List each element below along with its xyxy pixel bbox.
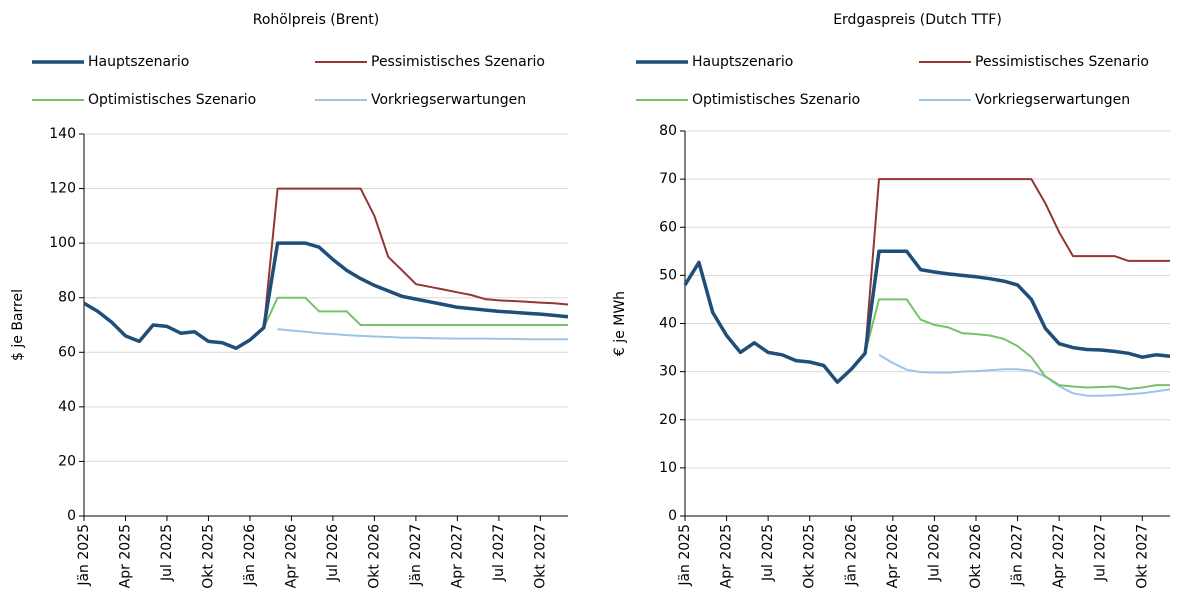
x-tick-label: Jän 2026: [242, 524, 258, 587]
y-tick-label: 50: [659, 267, 677, 283]
x-tick-label: Jul 2025: [760, 524, 776, 582]
x-tick-label: Apr 2027: [449, 524, 465, 588]
y-tick-label: 80: [58, 290, 76, 306]
y-tick-label: 30: [659, 364, 677, 380]
legend-label: Vorkriegserwartungen: [975, 92, 1130, 108]
y-tick-label: 40: [58, 399, 76, 415]
y-tick-label: 20: [659, 412, 677, 428]
series-line: [864, 178, 1170, 354]
y-tick-label: 120: [49, 181, 76, 197]
chart-title: Rohölpreis (Brent): [253, 12, 380, 28]
legend-label: Vorkriegserwartungen: [371, 92, 526, 108]
y-axis-label: $ je Barrel: [10, 289, 26, 361]
x-tick-label: Apr 2025: [117, 524, 133, 588]
y-tick-label: 60: [58, 344, 76, 360]
legend-label: Pessimistisches Szenario: [371, 54, 545, 70]
chart-title: Erdgaspreis (Dutch TTF): [833, 12, 1002, 28]
x-tick-label: Apr 2026: [283, 524, 299, 588]
series-line: [683, 249, 1171, 384]
x-tick-label: Jän 2027: [1010, 524, 1026, 587]
x-tick-label: Jän 2025: [76, 524, 92, 587]
x-tick-label: Jul 2027: [1093, 524, 1109, 582]
y-tick-label: 140: [49, 126, 76, 142]
legend-label: Hauptszenario: [692, 54, 793, 70]
x-tick-label: Jul 2025: [159, 524, 175, 582]
y-tick-label: 10: [659, 460, 677, 476]
x-tick-label: Jän 2026: [843, 524, 859, 587]
y-tick-label: 40: [659, 316, 677, 332]
x-tick-label: Jul 2026: [926, 524, 942, 582]
y-tick-label: 100: [49, 235, 76, 251]
legend-label: Optimistisches Szenario: [88, 92, 256, 108]
legend-label: Hauptszenario: [88, 54, 189, 70]
legend-label: Pessimistisches Szenario: [975, 54, 1149, 70]
x-tick-label: Apr 2026: [885, 524, 901, 588]
x-tick-label: Jul 2027: [491, 524, 507, 582]
x-tick-label: Okt 2025: [200, 524, 216, 589]
series-line: [878, 353, 1171, 397]
y-tick-label: 20: [58, 453, 76, 469]
y-tick-label: 70: [659, 171, 677, 187]
x-tick-label: Jän 2027: [408, 524, 424, 587]
x-tick-label: Apr 2025: [719, 524, 735, 588]
y-tick-label: 0: [668, 508, 677, 524]
series-line: [864, 298, 1170, 390]
x-tick-label: Okt 2027: [532, 524, 548, 589]
x-tick-label: Okt 2026: [366, 524, 382, 589]
legend-label: Optimistisches Szenario: [692, 92, 860, 108]
y-axis-label: € je MWh: [612, 291, 628, 356]
series-line: [262, 296, 568, 329]
series-line: [277, 328, 568, 341]
y-tick-label: 0: [67, 508, 76, 524]
x-tick-label: Jän 2025: [677, 524, 693, 587]
series-line: [262, 187, 569, 328]
x-tick-label: Jul 2026: [325, 524, 341, 582]
y-tick-label: 60: [659, 219, 677, 235]
series-line: [83, 241, 569, 350]
x-tick-label: Okt 2027: [1134, 524, 1150, 589]
x-tick-label: Okt 2025: [802, 524, 818, 589]
x-tick-label: Okt 2026: [968, 524, 984, 589]
y-tick-label: 80: [659, 123, 677, 139]
x-tick-label: Apr 2027: [1051, 524, 1067, 588]
